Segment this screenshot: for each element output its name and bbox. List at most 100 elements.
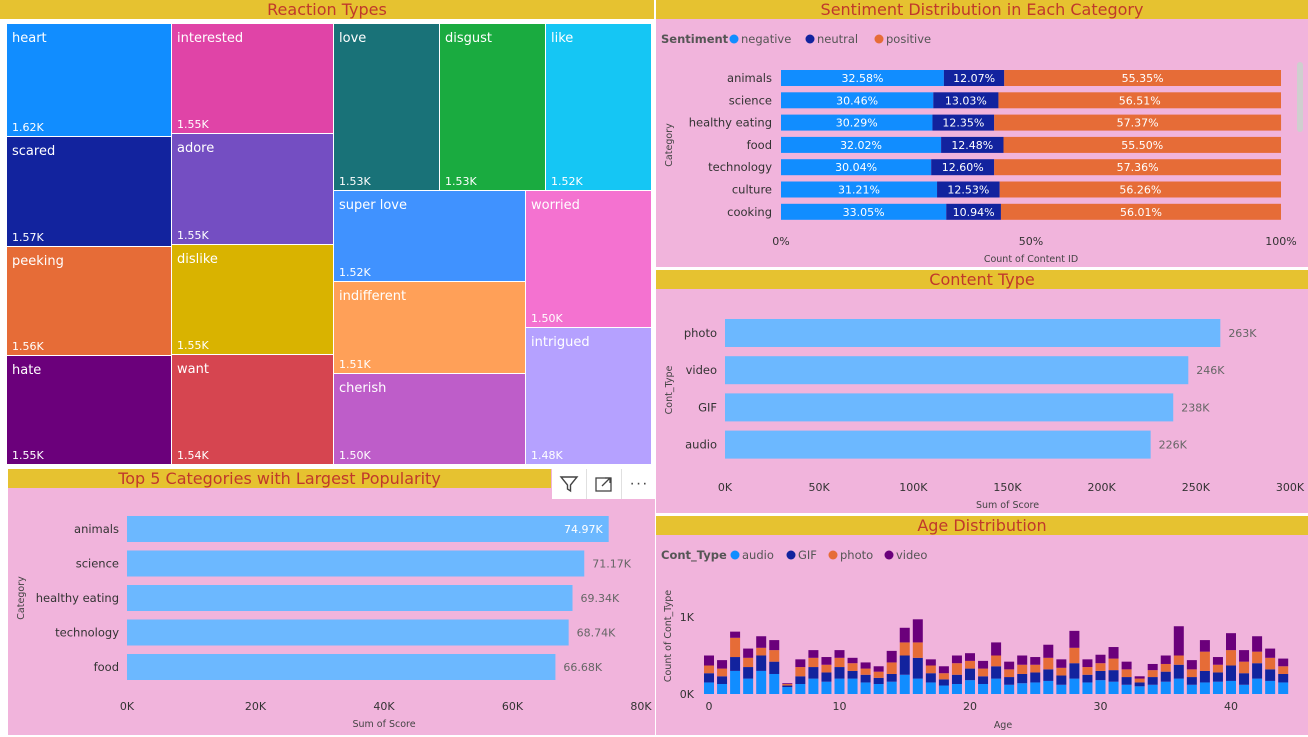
age-bar-audio bbox=[991, 678, 1002, 694]
sentiment-legend-positive: positive bbox=[886, 32, 931, 46]
reaction-types-panel: Reaction Types heart 1.62K scared 1.57K peek… bbox=[0, 0, 654, 467]
content-xtick: 0K bbox=[718, 481, 733, 494]
sentiment-value-positive: 57.37% bbox=[1117, 117, 1159, 130]
age-bar-GIF bbox=[704, 673, 714, 683]
sentiment-value-negative: 30.29% bbox=[836, 117, 878, 130]
age-bar-audio bbox=[1265, 680, 1276, 694]
age-bar-photo bbox=[978, 668, 989, 677]
content-value-label: 246K bbox=[1196, 364, 1225, 377]
treemap-tile-indifferent bbox=[334, 282, 525, 373]
sentiment-value-neutral: 12.53% bbox=[947, 184, 989, 197]
age-bar-video bbox=[1278, 658, 1289, 667]
sentiment-value-negative: 31.21% bbox=[838, 184, 880, 197]
age-bar-video bbox=[756, 636, 767, 648]
age-bar-audio bbox=[1278, 682, 1289, 694]
treemap-value-scared: 1.57K bbox=[12, 231, 44, 244]
age-bar-audio bbox=[1186, 684, 1197, 694]
age-bar-video bbox=[730, 631, 741, 638]
age-bar-video bbox=[1265, 648, 1276, 658]
top5-chart: animals 74.97K science 71.17K healthy eating… bbox=[16, 516, 652, 730]
treemap-label-peeking: peeking bbox=[12, 254, 64, 269]
focus-mode-icon bbox=[595, 477, 612, 492]
age-bar-audio bbox=[782, 687, 793, 694]
content-category-label: GIF bbox=[698, 400, 717, 414]
more-options-icon: ··· bbox=[629, 475, 649, 492]
age-bar-photo bbox=[1082, 667, 1093, 675]
content-value-label: 226K bbox=[1159, 439, 1188, 452]
sentiment-category-label: cooking bbox=[727, 205, 772, 219]
age-yaxis-title: Count of Cont_Type bbox=[663, 590, 674, 682]
sentiment-bar-neutral bbox=[943, 70, 1005, 86]
age-bar-photo bbox=[808, 657, 819, 668]
treemap-tile-intrigued bbox=[526, 328, 651, 464]
age-bar-audio bbox=[756, 670, 767, 694]
top5-xtick: 20K bbox=[245, 700, 267, 713]
age-bar-GIF bbox=[912, 657, 923, 679]
age-bar-audio bbox=[1173, 678, 1184, 694]
treemap-tile-disgust bbox=[440, 24, 545, 190]
sentiment-bar-positive bbox=[1004, 70, 1281, 86]
treemap-label-like: like bbox=[551, 31, 573, 46]
more-options-button[interactable]: ··· bbox=[621, 469, 656, 499]
sentiment-bar-neutral bbox=[946, 203, 1001, 220]
sentiment-value-negative: 30.04% bbox=[835, 161, 877, 174]
age-bar-audio bbox=[769, 673, 780, 694]
age-legend-photo: photo bbox=[840, 548, 873, 562]
age-bar-GIF bbox=[1030, 672, 1041, 683]
treemap-tile-scared bbox=[7, 137, 171, 246]
age-bar-video bbox=[704, 655, 714, 666]
age-bar-video bbox=[991, 642, 1002, 656]
age-bar-photo bbox=[873, 671, 884, 678]
age-bar-GIF bbox=[1252, 663, 1263, 679]
treemap-label-dislike: dislike bbox=[177, 252, 218, 267]
treemap-label-love: love bbox=[339, 31, 366, 46]
treemap-value-hate: 1.55K bbox=[12, 449, 44, 462]
treemap-value-intrigued: 1.48K bbox=[531, 449, 563, 462]
age-bar-video bbox=[821, 657, 832, 665]
sentiment-xtick: 50% bbox=[1019, 235, 1043, 248]
age-bar-GIF bbox=[1226, 665, 1236, 681]
top5-value-label: 69.34K bbox=[581, 592, 620, 605]
age-bar-video bbox=[1017, 655, 1028, 665]
focus-mode-button[interactable] bbox=[586, 469, 621, 499]
age-bar-video bbox=[1239, 650, 1250, 662]
age-bar-GIF bbox=[821, 672, 832, 682]
age-bar-video bbox=[834, 650, 845, 658]
age-bar-GIF bbox=[860, 674, 871, 683]
age-bar-audio bbox=[1121, 684, 1132, 694]
sentiment-scrollbar[interactable] bbox=[1297, 62, 1303, 132]
sentiment-bar-positive bbox=[1000, 203, 1281, 220]
sentiment-bar-positive bbox=[1003, 136, 1281, 153]
sentiment-legend-negative: negative bbox=[741, 32, 791, 46]
top5-bar bbox=[127, 550, 585, 577]
age-ytick: 0K bbox=[680, 688, 695, 701]
sentiment-bar-neutral bbox=[931, 159, 995, 176]
sentiment-bar-neutral bbox=[932, 114, 995, 131]
filter-button[interactable] bbox=[552, 469, 586, 499]
age-bar-photo bbox=[1252, 651, 1263, 664]
sentiment-bar-negative bbox=[781, 92, 934, 109]
top5-value-label: 71.17K bbox=[592, 558, 631, 571]
age-bar-photo bbox=[1095, 663, 1106, 671]
age-bar-GIF bbox=[1278, 673, 1289, 683]
sentiment-xaxis-title: Count of Content ID bbox=[984, 254, 1078, 265]
age-bar-photo bbox=[717, 668, 728, 677]
filter-icon bbox=[559, 476, 579, 493]
age-bar-GIF bbox=[1147, 677, 1158, 685]
age-bar-photo bbox=[847, 663, 858, 671]
treemap-label-adore: adore bbox=[177, 141, 214, 156]
age-bar-audio bbox=[704, 682, 714, 694]
sentiment-bar-negative bbox=[781, 136, 942, 153]
age-bar-photo bbox=[1121, 669, 1132, 678]
sentiment-xtick: 0% bbox=[772, 235, 789, 248]
sentiment-bar-negative bbox=[781, 70, 944, 86]
sentiment-bar-neutral bbox=[941, 136, 1004, 153]
age-bar-video bbox=[978, 660, 989, 669]
sentiment-yaxis-title: Category bbox=[664, 123, 675, 167]
age-bar-audio bbox=[951, 683, 962, 694]
age-bar-video bbox=[1082, 659, 1093, 668]
age-bar-photo bbox=[1108, 658, 1119, 671]
age-bar-GIF bbox=[1056, 675, 1067, 685]
age-bar-GIF bbox=[717, 676, 728, 684]
top5-category-label: science bbox=[76, 557, 119, 571]
